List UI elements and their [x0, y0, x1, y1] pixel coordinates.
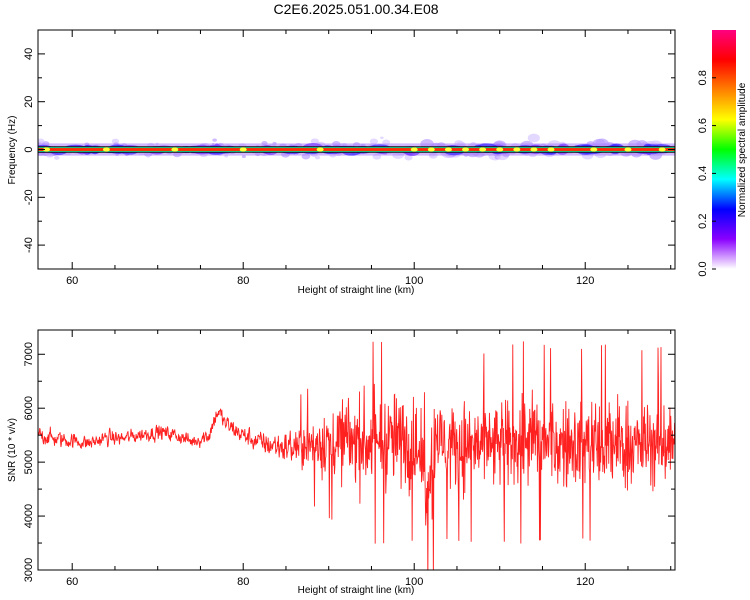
- spectrogram-hotspot: [479, 147, 487, 152]
- spectrogram-hotspot: [624, 147, 632, 152]
- snr-plot-area: [38, 341, 675, 570]
- spectrogram-speckle: [38, 138, 45, 144]
- spectrogram-x-ticks: 60 80 100 120: [66, 30, 672, 287]
- spectrogram-speckle: [404, 154, 413, 161]
- snr-y-ticks: 3000 4000 5000 6000 7000: [23, 342, 675, 582]
- spectrogram-hotspot: [496, 147, 504, 152]
- snr-y-label: SNR (10 * v/v): [7, 418, 18, 482]
- spectrogram-hotspot: [43, 147, 51, 152]
- spectrogram-panel: 60 80 100 120 40 20 0 -20 -40 Height of straigh…: [7, 29, 676, 296]
- spectrogram-band-core: [38, 148, 675, 151]
- spectrogram-y-tick-label: 20: [23, 96, 35, 108]
- spectrogram-speckle: [314, 155, 321, 160]
- spectrogram-y-label: Frequency (Hz): [7, 116, 18, 185]
- snr-y-tick-label: 7000: [23, 342, 35, 366]
- figure-title: C2E6.2025.051.00.34.E08: [273, 1, 438, 17]
- spectrogram-hotspot: [462, 147, 470, 152]
- spectrogram-speckle: [241, 155, 246, 159]
- snr-x-tick-label: 60: [66, 576, 78, 588]
- spectrogram-speckle: [369, 138, 378, 145]
- spectrogram-speckle: [310, 138, 319, 145]
- snr-panel: 60 80 100 120 3000 4000 5000 6000 7000 Height o…: [7, 329, 676, 596]
- snr-x-tick-label: 80: [237, 576, 249, 588]
- spectrogram-y-ticks: 40 20 0 -20 -40: [23, 29, 675, 270]
- spectrogram-hotspot: [444, 147, 452, 152]
- spectrogram-hotspot: [102, 147, 110, 152]
- spectrogram-speckle: [212, 138, 217, 142]
- snr-y-tick-label: 6000: [23, 396, 35, 420]
- colorbar-strip: [712, 30, 736, 269]
- spectrogram-x-tick-label: 100: [405, 275, 423, 287]
- colorbar-tick-label: 0.2: [697, 214, 709, 229]
- colorbar-label: Normalized spectral amplitude: [737, 82, 748, 217]
- spectrogram-hotspot: [658, 147, 666, 152]
- spectrogram-plot-area: [38, 133, 675, 161]
- snr-x-tick-label: 120: [576, 576, 594, 588]
- spectrogram-hotspot: [513, 147, 521, 152]
- snr-y-tick-label: 5000: [23, 450, 35, 474]
- snr-y-tick-label: 4000: [23, 504, 35, 528]
- spectrogram-speckle: [54, 155, 60, 160]
- spectrogram-y-tick-label: -20: [23, 189, 35, 205]
- spectrogram-hotspot: [171, 147, 179, 152]
- spectrogram-hotspot: [590, 147, 598, 152]
- spectrogram-x-label: Height of straight line (km): [298, 285, 415, 296]
- snr-x-tick-label: 100: [405, 576, 423, 588]
- spectrogram-x-tick-label: 120: [576, 275, 594, 287]
- colorbar-ticks: 0.0 0.2 0.4 0.6 0.8: [697, 70, 716, 277]
- snr-x-ticks: 60 80 100 120: [66, 330, 672, 588]
- snr-frame: [37, 329, 676, 571]
- colorbar: 0.0 0.2 0.4 0.6 0.8 Normalized spectral ampl…: [697, 30, 748, 277]
- spectrogram-hotspot: [316, 147, 324, 152]
- snr-x-label: Height of straight line (km): [298, 585, 415, 596]
- spectrogram-hotspot: [239, 147, 247, 152]
- spectrogram-x-tick-label: 80: [237, 275, 249, 287]
- spectrogram-speckle: [527, 133, 540, 143]
- spectrogram-y-tick-label: -40: [23, 237, 35, 253]
- colorbar-tick-label: 0.4: [697, 166, 709, 181]
- spectrogram-hotspot: [410, 147, 418, 152]
- spectrogram-hotspot: [427, 147, 435, 152]
- spectrogram-hotspot: [530, 147, 538, 152]
- spectrogram-hotspot: [547, 147, 555, 152]
- spectrogram-x-tick-label: 60: [66, 275, 78, 287]
- colorbar-tick-label: 0.6: [697, 118, 709, 133]
- snr-y-tick-label: 3000: [23, 558, 35, 582]
- colorbar-tick-label: 0.0: [697, 261, 709, 276]
- snr-series-line: [38, 341, 675, 570]
- spectrogram-speckle: [380, 136, 384, 140]
- spectrogram-y-tick-label: 0: [23, 146, 35, 152]
- colorbar-tick-label: 0.8: [697, 70, 709, 85]
- spectrogram-y-tick-label: 40: [23, 48, 35, 60]
